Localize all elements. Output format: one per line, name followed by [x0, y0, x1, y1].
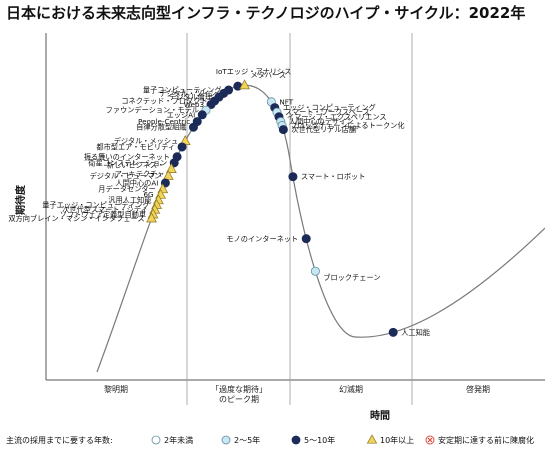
data-point: ブロックチェーン — [310, 266, 381, 282]
point-label: デジタル倫理 — [169, 93, 212, 102]
data-point: デジタル・ヒューマン — [90, 170, 174, 180]
point-label: 量子コンピューティング — [143, 86, 222, 95]
point-label: IoTエッジ・アナリシス — [216, 67, 291, 76]
legend-item: 2～5年 — [221, 435, 260, 445]
point-label: ソフトウェア定義型自動車 — [60, 210, 146, 219]
phase-label-4: 啓発期 — [466, 384, 490, 394]
data-point: Web3 — [184, 100, 216, 110]
legend-marker — [221, 435, 231, 445]
point-label: 振る舞いのインターネット — [84, 152, 170, 161]
point-marker — [206, 100, 216, 110]
point-label: 汎用人工知能 — [108, 196, 151, 205]
x-axis-label: 時間 — [370, 409, 390, 422]
point-label: モノのインターネット — [226, 235, 298, 244]
point-label: スマート・ワークスペース — [285, 108, 370, 117]
data-point: 新しいビジネス・アーキテクチャ — [107, 161, 177, 179]
point-label: 新しいビジネス・アーキテクチャ — [107, 161, 165, 179]
point-label: 人間中心のAI — [115, 178, 158, 187]
point-label: 6G — [143, 190, 153, 199]
legend-item: 2年未満 — [151, 435, 193, 445]
point-label: People-Centric — [138, 117, 190, 126]
point-marker — [310, 266, 320, 276]
data-point: モノのインターネット — [226, 234, 311, 244]
point-label: メタバース — [251, 70, 287, 79]
data-point: 都市型エア・モビリティ — [96, 142, 187, 152]
point-label: ブロックチェーン — [323, 273, 380, 282]
point-label: 次世代型リアル店舗 — [291, 125, 356, 134]
point-label: NFT — [279, 97, 293, 106]
point-marker — [301, 234, 311, 244]
point-label: ブロックチェーンによるトークン化 — [290, 121, 404, 130]
legend-label: 10年以上 — [380, 435, 414, 445]
point-label: エッジAI — [167, 110, 196, 119]
data-point: 双方向ブレイン・マシン・インタフェース — [8, 212, 157, 223]
point-label: 量子エッジ・コンピューティング — [42, 200, 149, 209]
point-marker — [146, 212, 157, 223]
legend: 主流の採用までに要する年数: 2年未満 2～5年 5～10年 10年以上 安定期に達する前… — [6, 434, 534, 445]
point-marker — [197, 110, 207, 120]
point-marker — [162, 170, 174, 180]
point-marker — [278, 125, 288, 135]
legend-x-mark — [427, 437, 433, 443]
points-layer: IoTエッジ・アナリシスメタバース量子コンピューティングデジタル・ツインデジタル… — [8, 67, 430, 337]
legend-marker — [291, 435, 301, 445]
point-label: Web3 — [184, 100, 204, 109]
point-label: スマート・ロボット — [301, 172, 365, 181]
legend-item: 5～10年 — [291, 435, 335, 445]
data-point: 自律分散型組織 — [136, 122, 198, 132]
point-marker — [166, 163, 177, 173]
phase-label-3: 幻滅期 — [339, 384, 363, 394]
legend-label: 2年未満 — [164, 435, 193, 445]
point-label: イマーシブ・エクスペリエンス — [287, 112, 387, 121]
point-label: デジタル・ツイン — [159, 89, 216, 98]
point-marker — [177, 142, 187, 152]
point-label: 人間中心のデザイン — [289, 117, 354, 126]
legend-label: 安定期に達する前に陳腐化 — [438, 435, 534, 445]
point-label: 双方向ブレイン・マシン・インタフェース — [8, 214, 144, 223]
point-label: 次世代型スマート・シティ — [62, 205, 148, 214]
legend-marker — [151, 435, 161, 445]
point-label: 人工知能 — [401, 328, 430, 337]
point-label: ファウンデーション・モデル — [106, 106, 199, 115]
point-label: デジタル・メッシュ — [114, 136, 179, 145]
legend-title: 主流の採用までに要する年数: — [6, 435, 113, 445]
point-label: 自律分散型組織 — [136, 123, 186, 132]
data-point: メタバース — [239, 70, 287, 90]
point-label: 月データセンター — [98, 185, 156, 194]
point-marker — [388, 327, 398, 337]
point-label: コネクテッド・プロダクト — [121, 96, 207, 105]
point-marker — [239, 79, 250, 90]
point-label: 衛星コンステレーション — [88, 158, 167, 167]
legend-label: 5～10年 — [304, 435, 335, 445]
phase-label-1: 黎明期 — [104, 384, 128, 394]
data-point: コネクテッド・プロダクト — [121, 96, 220, 106]
legend-item: 10年以上 — [366, 434, 414, 445]
data-point: 次世代型リアル店舗 — [278, 125, 356, 135]
chart-title: 日本における未来志向型インフラ・テクノロジのハイプ・サイクル：2022年 — [6, 4, 525, 22]
data-point: エッジAI — [167, 110, 207, 120]
data-point: 人工知能 — [388, 327, 430, 337]
point-label: デジタル・ヒューマン — [90, 171, 162, 180]
legend-label: 2～5年 — [234, 435, 260, 445]
phase-label-2: 「過度な期待」のピーク期 — [211, 384, 267, 404]
legend-item: 安定期に達する前に陳腐化 — [425, 435, 534, 445]
point-marker — [188, 122, 198, 132]
data-point: スマート・ロボット — [288, 172, 365, 182]
legend-marker — [366, 434, 378, 444]
point-label: 都市型エア・モビリティ — [96, 142, 175, 151]
point-marker — [288, 172, 298, 182]
y-axis-label: 期待度 — [14, 184, 27, 215]
point-label: エッジ・コンピューティング — [283, 103, 376, 112]
